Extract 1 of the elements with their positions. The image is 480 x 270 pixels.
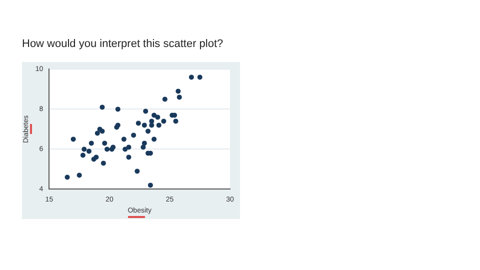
- chart-title: How would you interpret this scatter plot?: [22, 38, 224, 50]
